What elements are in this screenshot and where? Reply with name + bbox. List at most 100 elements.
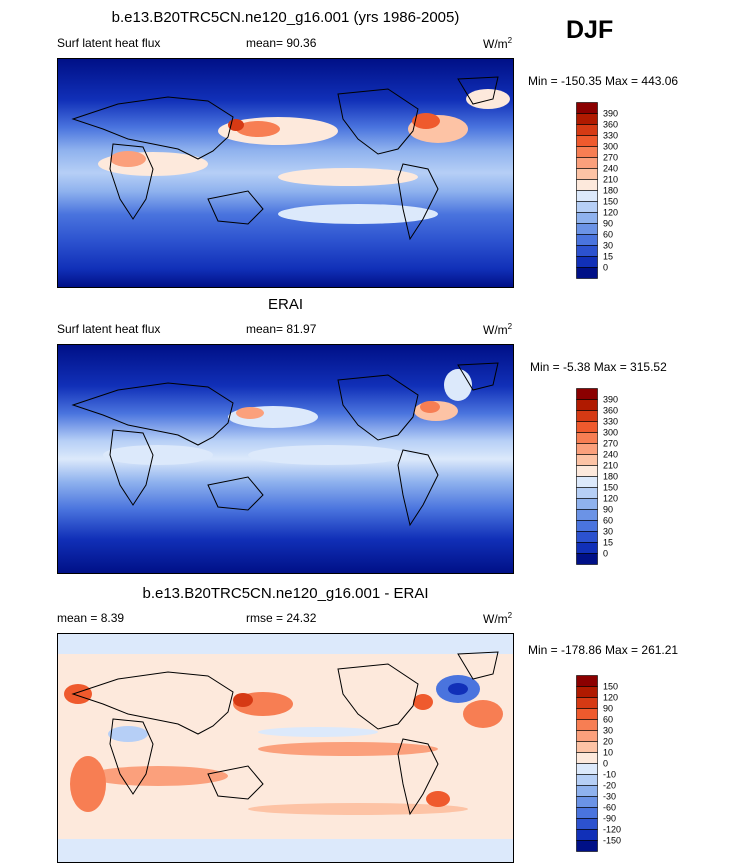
colorbar-tick-label: 180 [603, 472, 618, 482]
colorbar-swatch [576, 840, 598, 852]
colorbar-swatch [576, 774, 598, 786]
colorbar-tick-label: 60 [603, 715, 613, 725]
colorbar-tick-label: -90 [603, 814, 616, 824]
panel3-minmax: Min = -178.86 Max = 261.21 [528, 643, 679, 657]
colorbar-swatch [576, 146, 598, 158]
colorbar-swatch [576, 443, 598, 455]
panel3-map [57, 633, 514, 863]
colorbar-tick-label: 300 [603, 428, 618, 438]
colorbar-tick-label: -150 [603, 836, 621, 846]
colorbar-swatch [576, 388, 598, 400]
colorbar-tick-label: 270 [603, 439, 618, 449]
colorbar-swatch [576, 763, 598, 775]
season-label: DJF [566, 16, 614, 44]
colorbar-tick-label: -10 [603, 770, 616, 780]
colorbar-tick-label: 90 [603, 219, 613, 229]
panel2-minmax: Min = -5.38 Max = 315.52 [530, 360, 667, 374]
colorbar-swatch [576, 796, 598, 808]
colorbar-swatch [576, 465, 598, 477]
colorbar-swatch [576, 498, 598, 510]
colorbar-swatch [576, 399, 598, 411]
colorbar-tick-label: 20 [603, 737, 613, 747]
colorbar-swatch [576, 818, 598, 830]
panel2-colorbar: 390 360 330 300 270 240 210 180 150 120 90 60 30 15 0 [576, 388, 636, 566]
colorbar-swatch [576, 476, 598, 488]
panel2-map-field [58, 345, 513, 573]
colorbar-swatch [576, 102, 598, 114]
colorbar-swatch [576, 531, 598, 543]
colorbar-swatch [576, 454, 598, 466]
colorbar-swatch [576, 542, 598, 554]
colorbar-swatch [576, 179, 598, 191]
colorbar-swatch [576, 741, 598, 753]
colorbar-tick-label: 60 [603, 516, 613, 526]
colorbar-tick-label: 300 [603, 142, 618, 152]
colorbar-swatch [576, 520, 598, 532]
colorbar-tick-label: 360 [603, 406, 618, 416]
panel2-units: W/m2 [483, 322, 513, 337]
colorbar-tick-label: 15 [603, 538, 613, 548]
colorbar-tick-label: 90 [603, 505, 613, 515]
colorbar-tick-label: 330 [603, 131, 618, 141]
panel1-minmax: Min = -150.35 Max = 443.06 [528, 74, 679, 88]
colorbar-swatch [576, 675, 598, 687]
colorbar-tick-label: -20 [603, 781, 616, 791]
colorbar-swatch [576, 168, 598, 180]
colorbar-swatch [576, 421, 598, 433]
colorbar-swatch [576, 509, 598, 521]
panel3-colorbar: 150 120 90 60 30 20 10 0 -10 -20 -30 -60 -90 -120 -150 [576, 675, 636, 853]
colorbar-tick-label: 150 [603, 682, 618, 692]
colorbar-swatch [576, 113, 598, 125]
panel2-mean-label: mean= 81.97 [246, 322, 317, 336]
panel1-variable-label: Surf latent heat flux [57, 36, 161, 50]
colorbar-tick-label: 0 [603, 549, 608, 559]
colorbar-tick-label: 150 [603, 197, 618, 207]
colorbar-swatch [576, 223, 598, 235]
colorbar-swatch [576, 135, 598, 147]
colorbar-tick-label: 270 [603, 153, 618, 163]
colorbar-tick-label: 390 [603, 109, 618, 119]
colorbar-swatch [576, 201, 598, 213]
panel2-variable-label: Surf latent heat flux [57, 322, 161, 336]
panel2-title: ERAI [267, 296, 303, 313]
panel1-colorbar: 390 360 330 300 270 240 210 180 150 120 90 60 30 15 0 [576, 102, 636, 280]
colorbar-swatch [576, 829, 598, 841]
colorbar-tick-label: 90 [603, 704, 613, 714]
panel3-rmse-label: rmse = 24.32 [246, 611, 317, 625]
colorbar-tick-label: 30 [603, 241, 613, 251]
colorbar-tick-label: -60 [603, 803, 616, 813]
colorbar-swatch [576, 124, 598, 136]
panel3-mean-label: mean = 8.39 [57, 611, 125, 625]
colorbar-swatch [576, 487, 598, 499]
colorbar-swatch [576, 234, 598, 246]
panel3-map-field [58, 634, 513, 862]
colorbar-swatch [576, 190, 598, 202]
colorbar-tick-label: -120 [603, 825, 621, 835]
panel3-title: b.e13.B20TRC5CN.ne120_g16.001 - ERAI [142, 585, 429, 602]
panel1-units: W/m2 [483, 36, 513, 51]
colorbar-swatch [576, 708, 598, 720]
colorbar-swatch [576, 553, 598, 565]
panel1-mean-label: mean= 90.36 [246, 36, 317, 50]
colorbar-swatch [576, 245, 598, 257]
panel3-units: W/m2 [483, 611, 513, 626]
colorbar-swatch [576, 686, 598, 698]
panel2-map [57, 344, 514, 574]
colorbar-tick-label: 120 [603, 494, 618, 504]
colorbar-tick-label: 150 [603, 483, 618, 493]
colorbar-tick-label: 10 [603, 748, 613, 758]
colorbar-swatch [576, 697, 598, 709]
colorbar-swatch [576, 157, 598, 169]
colorbar-tick-label: 390 [603, 395, 618, 405]
colorbar-tick-label: 330 [603, 417, 618, 427]
colorbar-tick-label: 180 [603, 186, 618, 196]
colorbar-swatch [576, 785, 598, 797]
colorbar-tick-label: 0 [603, 263, 608, 273]
colorbar-tick-label: 15 [603, 252, 613, 262]
colorbar-tick-label: 240 [603, 164, 618, 174]
colorbar-tick-label: 60 [603, 230, 613, 240]
colorbar-tick-label: 120 [603, 208, 618, 218]
colorbar-tick-label: 120 [603, 693, 618, 703]
